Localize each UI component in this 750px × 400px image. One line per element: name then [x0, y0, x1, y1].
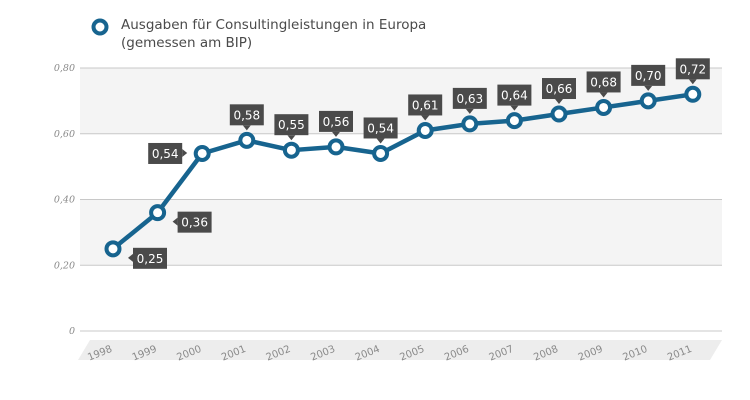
data-label-text: 0,56	[323, 115, 350, 129]
data-labels: 0,25 0,36 0,54 0,58 0,55 0,56 0,54 0,61 0,63 0,64…	[128, 58, 710, 269]
data-point	[238, 131, 256, 149]
gridlines	[80, 67, 722, 332]
data-label-box	[586, 71, 621, 93]
data-point	[372, 144, 390, 162]
plot-bands	[80, 68, 722, 266]
data-label-pointer	[555, 99, 563, 105]
data-label-pointer	[332, 131, 340, 137]
data-label-text: 0,61	[412, 98, 439, 112]
data-label-text: 0,54	[152, 147, 179, 161]
data-label-box	[133, 247, 167, 269]
data-label-text: 0,36	[181, 216, 208, 230]
data-label-box	[675, 58, 710, 80]
data-label: 0,64	[497, 84, 532, 111]
data-label-box	[408, 94, 443, 116]
data-label-text: 0,72	[679, 62, 706, 76]
data-label-text: 0,58	[233, 108, 260, 122]
y-tick-label: 0,20	[54, 260, 75, 271]
data-label: 0,70	[631, 64, 666, 91]
data-label-box	[177, 211, 212, 233]
data-label-text: 0,63	[456, 92, 483, 106]
y-tick-label: 0,40	[54, 195, 75, 206]
data-label-pointer	[421, 115, 430, 121]
data-label-box	[319, 110, 353, 132]
data-label: 0,58	[229, 104, 264, 131]
data-point	[149, 204, 167, 222]
data-label-box	[452, 87, 487, 109]
x-axis-strip	[78, 340, 722, 360]
y-axis: 0 0,20 0,40 0,60 0,80	[54, 63, 75, 337]
data-label: 0,66	[542, 78, 576, 105]
data-label: 0,54	[148, 142, 188, 164]
data-label-pointer	[287, 135, 296, 141]
data-label-box	[274, 114, 309, 136]
band-0-60-0-80	[80, 68, 722, 134]
data-label-text: 0,54	[367, 121, 394, 135]
data-label: 0,68	[586, 71, 621, 98]
data-point	[193, 144, 211, 162]
x-axis: 1998 1999 2000 2001 2002 2003 2004 2005 2006 2007…	[78, 340, 722, 364]
data-point	[461, 115, 479, 133]
y-tick-label: 0	[69, 326, 75, 337]
data-point	[684, 85, 702, 103]
legend-marker-icon	[91, 18, 109, 36]
data-label-pointer	[128, 253, 133, 262]
data-point	[550, 105, 568, 123]
data-label-text: 0,68	[590, 75, 617, 89]
data-point	[639, 92, 657, 110]
data-label: 0,63	[452, 87, 487, 114]
y-tick-label: 0,60	[54, 129, 75, 140]
data-label-box	[363, 117, 398, 139]
data-label-text: 0,25	[137, 252, 164, 266]
data-label-pointer	[599, 92, 608, 98]
data-label: 0,36	[172, 211, 212, 233]
legend: Ausgaben für Consultingleistungen in Eur…	[91, 17, 426, 51]
data-label: 0,61	[408, 94, 443, 121]
data-label-box	[229, 104, 264, 126]
data-label: 0,54	[363, 117, 398, 144]
data-label-pointer	[172, 217, 178, 226]
data-label-text: 0,70	[635, 69, 662, 83]
data-point	[416, 121, 434, 139]
data-label-pointer	[242, 125, 251, 131]
data-point	[595, 98, 613, 116]
data-label-pointer	[510, 105, 519, 111]
y-tick-label: 0,80	[54, 63, 75, 74]
data-label: 0,55	[274, 114, 309, 141]
data-label-text: 0,64	[501, 89, 528, 103]
data-label: 0,72	[675, 58, 710, 85]
legend-entry-line1: Ausgaben für Consultingleistungen in Eur…	[121, 17, 426, 33]
legend-entry-line2: (gemessen am BIP)	[121, 35, 252, 51]
data-label: 0,56	[319, 110, 353, 137]
data-label-text: 0,66	[546, 82, 573, 96]
band-0-20-0-40	[80, 199, 722, 266]
data-point	[104, 240, 122, 258]
data-label-box	[631, 64, 666, 86]
data-label-pointer	[376, 138, 385, 144]
data-point	[282, 141, 300, 159]
series-line	[104, 85, 702, 258]
data-point	[505, 112, 523, 130]
data-label: 0,25	[128, 247, 167, 269]
data-label-box	[148, 142, 183, 164]
data-label-pointer	[688, 79, 697, 85]
data-point	[327, 138, 345, 156]
data-label-text: 0,55	[278, 118, 305, 132]
data-label-pointer	[644, 85, 653, 91]
data-label-pointer	[182, 148, 188, 157]
data-label-box	[542, 78, 576, 100]
data-label-box	[497, 84, 532, 106]
data-label-pointer	[465, 108, 474, 114]
